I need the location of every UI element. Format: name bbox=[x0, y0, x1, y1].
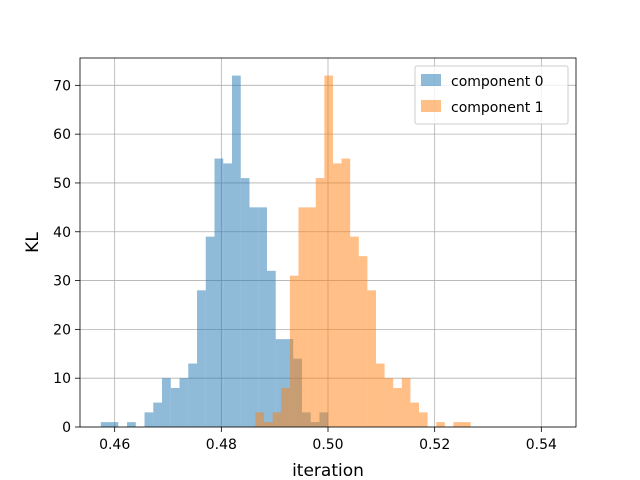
histogram-bar-series-1 bbox=[393, 387, 402, 427]
x-axis-label: iteration bbox=[292, 461, 364, 480]
legend-label-component-0: component 0 bbox=[451, 74, 544, 90]
histogram-bar-series-0 bbox=[232, 75, 241, 428]
histogram-bar-series-1 bbox=[453, 422, 463, 427]
y-tick-label: 0 bbox=[62, 420, 71, 436]
histogram-bar-series-0 bbox=[162, 378, 171, 427]
histogram-bar-series-0 bbox=[197, 290, 206, 427]
y-axis-label: KL bbox=[23, 232, 43, 253]
histogram-bar-series-1 bbox=[410, 402, 420, 427]
y-axis-ticks: 0 10 20 30 40 50 60 70 bbox=[53, 78, 80, 436]
histogram-bar-series-1 bbox=[264, 422, 273, 427]
histogram-bar-series-0 bbox=[188, 363, 198, 427]
histogram-bar-series-0 bbox=[144, 412, 154, 427]
y-tick-label: 20 bbox=[53, 322, 71, 338]
histogram-bar-series-0 bbox=[266, 270, 276, 427]
legend-swatch-component-0 bbox=[421, 74, 441, 86]
histogram-bar-series-0 bbox=[284, 339, 294, 427]
y-tick-label: 60 bbox=[53, 127, 71, 143]
histogram-bar-series-0 bbox=[109, 422, 119, 427]
histogram-bar-series-1 bbox=[367, 290, 376, 427]
histogram-bar-series-0 bbox=[275, 339, 285, 427]
histogram-bar-series-1 bbox=[462, 422, 471, 427]
histogram-bar-series-1 bbox=[332, 163, 342, 427]
histogram-bar-series-1 bbox=[375, 363, 385, 427]
histogram-bar-series-0 bbox=[249, 207, 259, 427]
y-tick-label: 40 bbox=[53, 225, 71, 241]
histogram-bar-series-0 bbox=[205, 236, 215, 427]
histogram-bar-series-1 bbox=[358, 256, 368, 427]
histogram-bars bbox=[100, 75, 471, 428]
x-axis-ticks: 0.46 0.48 0.50 0.52 0.54 bbox=[99, 427, 557, 453]
histogram-bar-series-0 bbox=[214, 158, 224, 428]
y-tick-label: 10 bbox=[53, 371, 71, 387]
legend-box bbox=[414, 65, 569, 125]
histogram-bar-series-1 bbox=[419, 412, 428, 427]
histogram-bar-series-1 bbox=[436, 422, 445, 427]
y-tick-label: 70 bbox=[53, 78, 71, 94]
histogram-bar-series-0 bbox=[179, 378, 189, 427]
histogram-bar-series-0 bbox=[258, 207, 267, 427]
histogram-bar-series-1 bbox=[384, 378, 394, 427]
x-tick-label: 0.48 bbox=[206, 437, 237, 453]
histogram-bar-series-1 bbox=[298, 207, 308, 427]
x-tick-label: 0.52 bbox=[419, 437, 450, 453]
x-tick-label: 0.54 bbox=[526, 437, 557, 453]
histogram-bar-series-1 bbox=[350, 236, 359, 427]
histogram-bar-series-1 bbox=[324, 75, 333, 428]
histogram-bar-series-1 bbox=[401, 378, 411, 427]
histogram-bar-series-1 bbox=[255, 412, 265, 427]
histogram-bar-series-1 bbox=[281, 387, 290, 427]
histogram-bar-series-0 bbox=[153, 402, 163, 427]
x-tick-label: 0.50 bbox=[312, 437, 343, 453]
histogram-bar-series-0 bbox=[127, 422, 136, 427]
y-tick-label: 50 bbox=[53, 176, 71, 192]
legend-label-component-1: component 1 bbox=[451, 100, 544, 116]
histogram-bar-series-0 bbox=[223, 163, 232, 427]
legend: component 0 component 1 bbox=[414, 65, 569, 125]
histogram-bar-series-1 bbox=[289, 275, 299, 427]
x-tick-label: 0.46 bbox=[99, 437, 130, 453]
histogram-bar-series-0 bbox=[100, 422, 110, 427]
histogram-bar-series-1 bbox=[307, 207, 316, 427]
histogram-bar-series-0 bbox=[170, 387, 180, 427]
histogram-bar-series-0 bbox=[240, 178, 250, 427]
legend-swatch-component-1 bbox=[421, 100, 441, 112]
y-tick-label: 30 bbox=[53, 274, 71, 290]
histogram-bar-series-1 bbox=[315, 178, 325, 427]
histogram-bar-series-1 bbox=[272, 412, 282, 427]
histogram-bar-series-1 bbox=[341, 158, 351, 428]
